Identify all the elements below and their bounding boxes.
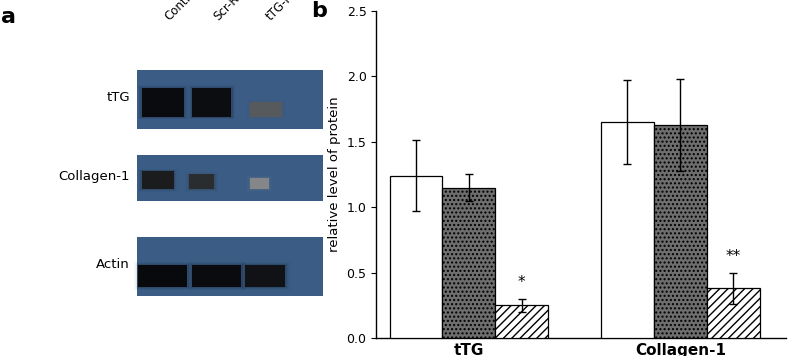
Bar	[601, 122, 654, 338]
Bar	[139, 169, 176, 191]
Bar	[192, 88, 231, 117]
Bar	[250, 103, 282, 117]
Bar	[442, 188, 495, 338]
Y-axis label: relative level of protein: relative level of protein	[328, 96, 341, 252]
Text: Collagen-1: Collagen-1	[58, 169, 129, 183]
Bar	[136, 263, 190, 289]
Bar	[187, 173, 217, 191]
Bar	[190, 86, 234, 119]
Bar	[249, 177, 270, 190]
Bar	[246, 100, 286, 120]
Bar	[134, 262, 191, 290]
Bar	[188, 85, 235, 120]
Bar	[495, 305, 548, 338]
Bar	[245, 265, 286, 287]
Bar	[190, 263, 245, 289]
Bar	[244, 264, 287, 288]
Text: *: *	[518, 275, 526, 290]
Bar	[137, 85, 188, 120]
Bar	[247, 101, 285, 119]
Bar	[141, 171, 174, 189]
Bar	[192, 265, 241, 287]
Bar	[246, 176, 272, 192]
Bar	[707, 288, 760, 338]
Text: Scr-RNAi: Scr-RNAi	[211, 0, 256, 23]
Bar	[390, 176, 442, 338]
Bar	[141, 88, 184, 117]
Bar	[249, 101, 283, 118]
Bar	[185, 172, 218, 192]
Bar	[242, 263, 288, 289]
Bar	[137, 155, 322, 201]
Text: tTG-RNAi: tTG-RNAi	[264, 0, 310, 23]
Bar	[141, 171, 175, 190]
Bar	[187, 174, 216, 190]
Bar	[138, 265, 187, 287]
Text: Control: Control	[162, 0, 202, 23]
Bar	[191, 87, 233, 118]
Bar	[188, 262, 245, 290]
Text: a: a	[1, 7, 16, 27]
Text: tTG: tTG	[106, 91, 129, 104]
Bar	[241, 262, 290, 290]
Bar	[137, 70, 322, 129]
Text: Actin: Actin	[96, 258, 129, 271]
Bar	[654, 125, 707, 338]
Bar	[250, 178, 268, 189]
Bar	[137, 237, 322, 295]
Bar	[141, 87, 185, 118]
Text: b: b	[310, 1, 326, 21]
Bar	[247, 176, 272, 191]
Bar	[139, 86, 187, 119]
Bar	[191, 264, 243, 288]
Bar	[137, 169, 178, 192]
Text: **: **	[726, 248, 741, 263]
Bar	[189, 174, 214, 189]
Bar	[137, 264, 189, 288]
